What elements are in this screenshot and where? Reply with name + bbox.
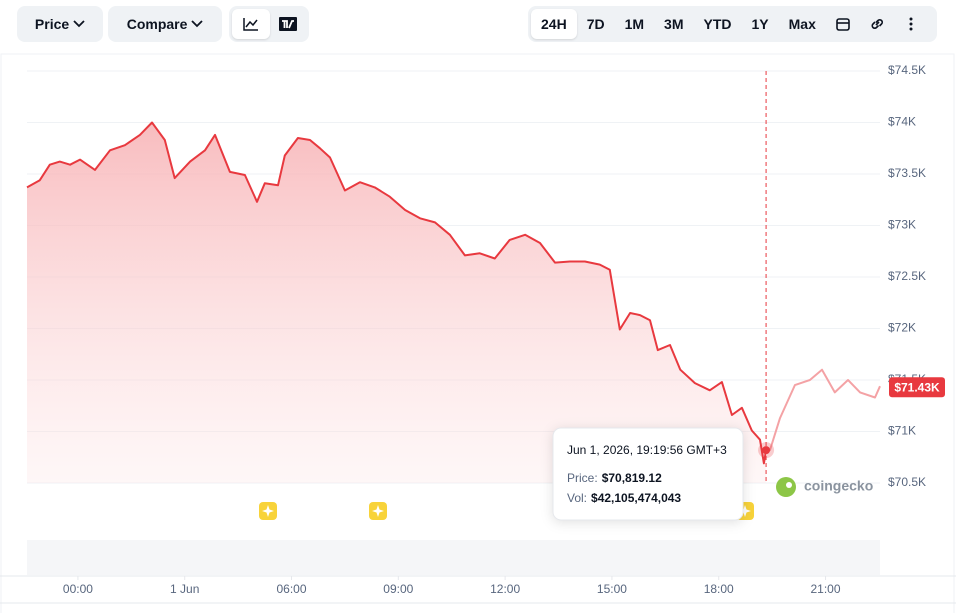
x-tick-label: 12:00 xyxy=(490,582,520,596)
more-button[interactable] xyxy=(894,9,928,39)
y-tick-label: $72.5K xyxy=(888,269,926,283)
event-marker[interactable] xyxy=(369,502,387,520)
price-button[interactable]: Price xyxy=(17,6,103,42)
y-tick-label: $74.5K xyxy=(888,63,926,77)
icon xyxy=(909,17,913,31)
y-tick-label: $71K xyxy=(888,424,916,438)
x-tick-label: 09:00 xyxy=(383,582,413,596)
watermark-text: coingecko xyxy=(804,478,873,494)
range-button[interactable]: YTD xyxy=(703,16,732,32)
event-marker[interactable] xyxy=(736,502,754,520)
watermark-eye xyxy=(786,482,792,488)
watermark-logo xyxy=(776,477,796,497)
current-price-label: $71.43K xyxy=(894,380,940,394)
range-button[interactable]: 3M xyxy=(664,16,684,32)
range-button[interactable]: 24H xyxy=(531,9,577,39)
tooltip-volume-label: Vol: xyxy=(567,491,587,505)
icon xyxy=(836,18,850,31)
range-button[interactable]: 7D xyxy=(586,16,605,32)
x-tick-label: 00:00 xyxy=(63,582,93,596)
price-label: Price xyxy=(17,9,103,39)
y-tick-label: $74K xyxy=(888,115,916,129)
y-tick-label: $73K xyxy=(888,218,916,232)
tooltip-box xyxy=(552,427,744,521)
icon xyxy=(871,19,883,29)
chart-style-group xyxy=(229,6,309,42)
current-price-badge xyxy=(889,377,945,398)
event-markers xyxy=(259,502,754,520)
y-tick-label: $72K xyxy=(888,321,916,335)
hover-dot xyxy=(762,446,771,455)
line-icon xyxy=(243,18,258,31)
range-button[interactable]: Max xyxy=(788,16,816,32)
volume-strip xyxy=(27,540,880,575)
calendar-button[interactable] xyxy=(826,9,860,39)
tooltip-volume: $42,105,474,043 xyxy=(591,491,681,505)
tradingview-button[interactable] xyxy=(270,9,306,39)
event-star xyxy=(372,505,384,517)
y-tick-label: $70.5K xyxy=(888,475,926,489)
event-star xyxy=(262,505,274,517)
y-tick-label: $71.5K xyxy=(888,372,926,386)
x-tick-label: 15:00 xyxy=(597,582,627,596)
event-marker[interactable] xyxy=(259,502,277,520)
compare-text: Compare xyxy=(126,16,188,32)
area xyxy=(27,122,767,483)
tooltip-price: $70,819.12 xyxy=(602,471,662,485)
compare-button[interactable]: Compare xyxy=(108,6,222,42)
y-tick-label: $73.5K xyxy=(888,166,926,180)
chevron xyxy=(73,20,85,28)
range-button[interactable]: 1Y xyxy=(751,16,769,32)
price-line xyxy=(26,121,881,465)
link-button[interactable] xyxy=(860,9,894,39)
range-button[interactable]: 1M xyxy=(624,16,645,32)
range-group: 24H 7D 1M 3M YTD 1Y Max xyxy=(528,6,937,42)
event-star xyxy=(739,505,751,517)
x-tick-label: 21:00 xyxy=(811,582,841,596)
tooltip-price-label: Price: xyxy=(567,471,598,485)
x-tick-label: 1 Jun xyxy=(170,582,199,596)
chevron xyxy=(191,20,203,28)
compare-label: Compare xyxy=(108,9,222,39)
price-text: Price xyxy=(34,16,70,32)
watermark: coingecko xyxy=(776,477,873,497)
line-style-button[interactable] xyxy=(232,9,270,39)
tooltip-time: Jun 1, 2026, 19:19:56 GMT+3 xyxy=(567,443,727,457)
hover-halo xyxy=(758,442,775,459)
x-tick-label: 06:00 xyxy=(276,582,306,596)
plot-border xyxy=(0,53,955,613)
x-tick-label: 18:00 xyxy=(704,582,734,596)
tv-icon xyxy=(279,17,297,31)
